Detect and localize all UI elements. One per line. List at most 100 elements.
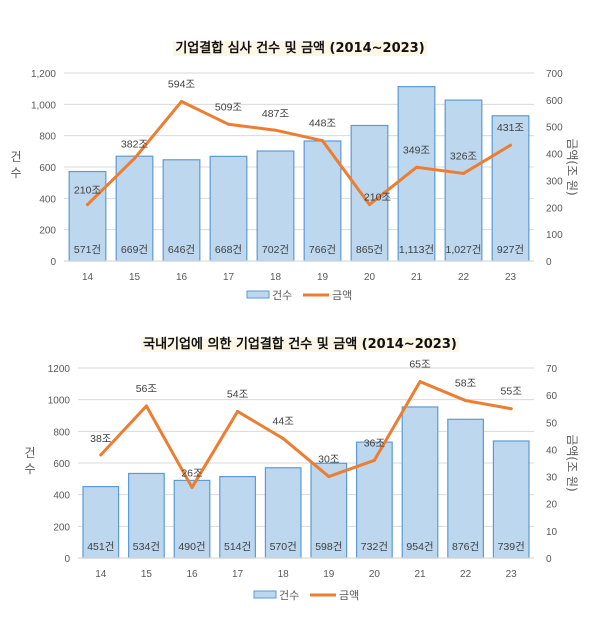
chart1-bar-label: 668건: [215, 244, 242, 256]
chart1-line-point: [274, 128, 277, 132]
chart1-line-label: 382조: [121, 138, 149, 150]
chart2-x-tick-label: 17: [232, 569, 244, 580]
chart1-line-point: [227, 122, 230, 126]
chart1-legend-bar-label: 건수: [272, 289, 292, 302]
chart2-title: 국내기업에 의한 기업결합 건수 및 금액 (2014~2023): [0, 333, 600, 352]
chart1-bar-label: 1,113건: [399, 244, 434, 256]
chart1-svg: 0 200 400 600 800 1,000 1,200 0 100 200 300 400 500 6…: [10, 69, 579, 302]
chart2-left-tick-label: 200: [53, 522, 70, 533]
chart2-y2-axis-title: 금액(조 원): [565, 434, 579, 491]
chart2-line-point: [190, 485, 194, 489]
chart1-legend-bar-swatch: [246, 290, 270, 299]
chart1-right-tick-label: 100: [546, 230, 563, 241]
chart1-x-tick-label: 16: [176, 272, 188, 283]
chart1-title: 기업결합 심사 건수 및 금액 (2014~2023): [0, 37, 600, 56]
chart1-right-tick-label: 0: [546, 257, 552, 268]
chart2-bar-label: 954건: [406, 541, 433, 553]
chart1-y2-axis-title: 금액(조 원): [565, 138, 579, 195]
chart2-line-point: [418, 380, 422, 384]
chart2-x-tick-label: 16: [186, 569, 198, 580]
chart1-x-tick-label: 14: [82, 272, 94, 283]
chart2-left-tick-label: 1000: [48, 396, 71, 407]
chart2-bar: [310, 462, 348, 559]
chart1-line-label: 210조: [74, 185, 102, 197]
chart1-line-point: [415, 165, 418, 169]
chart2-line-label: 38조: [90, 433, 112, 445]
chart1-title-text: 기업결합 심사 건수 및 금액 (2014~2023): [173, 41, 427, 56]
chart1-legend-line-label: 금액: [332, 289, 352, 302]
chart2-line-label: 36조: [364, 437, 386, 449]
chart2-legend-line-label: 금액: [339, 589, 359, 602]
chart1-x-tick-label: 23: [505, 272, 517, 283]
chart2-right-tick-label: 20: [546, 500, 558, 511]
chart1-right-tick-label: 300: [546, 176, 563, 187]
chart1-right-tick-label: 700: [546, 69, 563, 80]
chart1-line-label: 349조: [403, 144, 431, 156]
chart1-left-tick-label: 400: [39, 194, 56, 205]
chart2-bar: [447, 418, 484, 559]
chart1-line-point: [321, 139, 324, 143]
chart2-bar-label: 490건: [178, 541, 205, 553]
chart2-x-tick-label: 22: [460, 569, 472, 580]
chart1-x-tick-label: 17: [223, 272, 235, 283]
chart1-x-tick-label: 20: [364, 272, 376, 283]
chart1-bar-label: 669건: [121, 244, 148, 256]
chart2-line-point: [281, 437, 285, 441]
chart2-line-label: 58조: [455, 378, 477, 390]
chart1-bar-label: 571건: [74, 244, 101, 256]
chart1-bar-label: 1,027건: [446, 244, 482, 256]
chart1-bar: [68, 170, 107, 262]
chart1-x-tick-label: 15: [129, 272, 141, 283]
chart2-bar-label: 570건: [270, 541, 297, 553]
chart2-x-tick-label: 15: [141, 569, 153, 580]
chart2-x-tick-label: 21: [414, 569, 426, 580]
chart1-x-tick-label: 21: [411, 272, 423, 283]
chart1-line-label: 326조: [450, 150, 478, 162]
chart1-x-tick-label: 22: [458, 272, 470, 283]
chart2-right-tick-label: 40: [546, 445, 558, 456]
chart1-line-point: [180, 99, 183, 103]
chart2-line-label: 55조: [501, 386, 523, 398]
chart2-bar: [264, 467, 302, 559]
chart2-line-point: [509, 407, 513, 411]
chart1-bar: [491, 115, 530, 262]
chart2-left-tick-label: 800: [53, 427, 70, 438]
chart1-right-tick-label: 600: [546, 96, 563, 107]
chart1-left-tick-label: 0: [50, 257, 56, 268]
chart2-x-tick-label: 14: [95, 569, 107, 580]
chart2-bar: [128, 472, 165, 559]
chart1-bar-label: 646건: [168, 244, 195, 256]
chart1-line-label: 431조: [497, 122, 525, 134]
chart2-legend-bar-swatch: [253, 590, 277, 599]
chart1-line-point: [133, 156, 136, 160]
chart2-bar-label: 534건: [133, 541, 160, 553]
chart2-right-tick-label: 50: [546, 418, 558, 429]
chart1-right-tick-label: 200: [546, 203, 563, 214]
chart2-line-series: [99, 380, 513, 489]
chart1-line-point: [462, 171, 465, 175]
chart2-line-label: 56조: [136, 383, 158, 395]
chart2-right-tick-label: 60: [546, 391, 558, 402]
chart1-bar: [115, 155, 154, 262]
chart2-bar-label: 876건: [452, 541, 479, 553]
chart2-bar: [401, 406, 439, 559]
chart1-line-label: 448조: [309, 118, 337, 130]
chart1-x-tick-label: 19: [317, 272, 329, 283]
chart1-line-label: 487조: [262, 108, 290, 120]
chart1-left-tick-label: 200: [39, 226, 56, 237]
chart2-line-point: [464, 399, 468, 403]
chart2-left-tick-label: 400: [53, 491, 70, 502]
chart2-legend-bar-label: 건수: [279, 589, 299, 602]
chart1-bar-label: 927건: [497, 244, 524, 256]
chart2-x-tick-label: 20: [369, 569, 381, 580]
chart2-right-tick-label: 70: [546, 364, 558, 375]
chart2-x-tick-label: 23: [506, 569, 518, 580]
chart2-bar-label: 514건: [224, 541, 251, 553]
chart1-left-tick-label: 1,000: [31, 100, 56, 111]
chart1-line-point: [509, 143, 512, 147]
chart2-right-tick-label: 10: [546, 527, 558, 538]
chart2-bar: [492, 440, 530, 559]
